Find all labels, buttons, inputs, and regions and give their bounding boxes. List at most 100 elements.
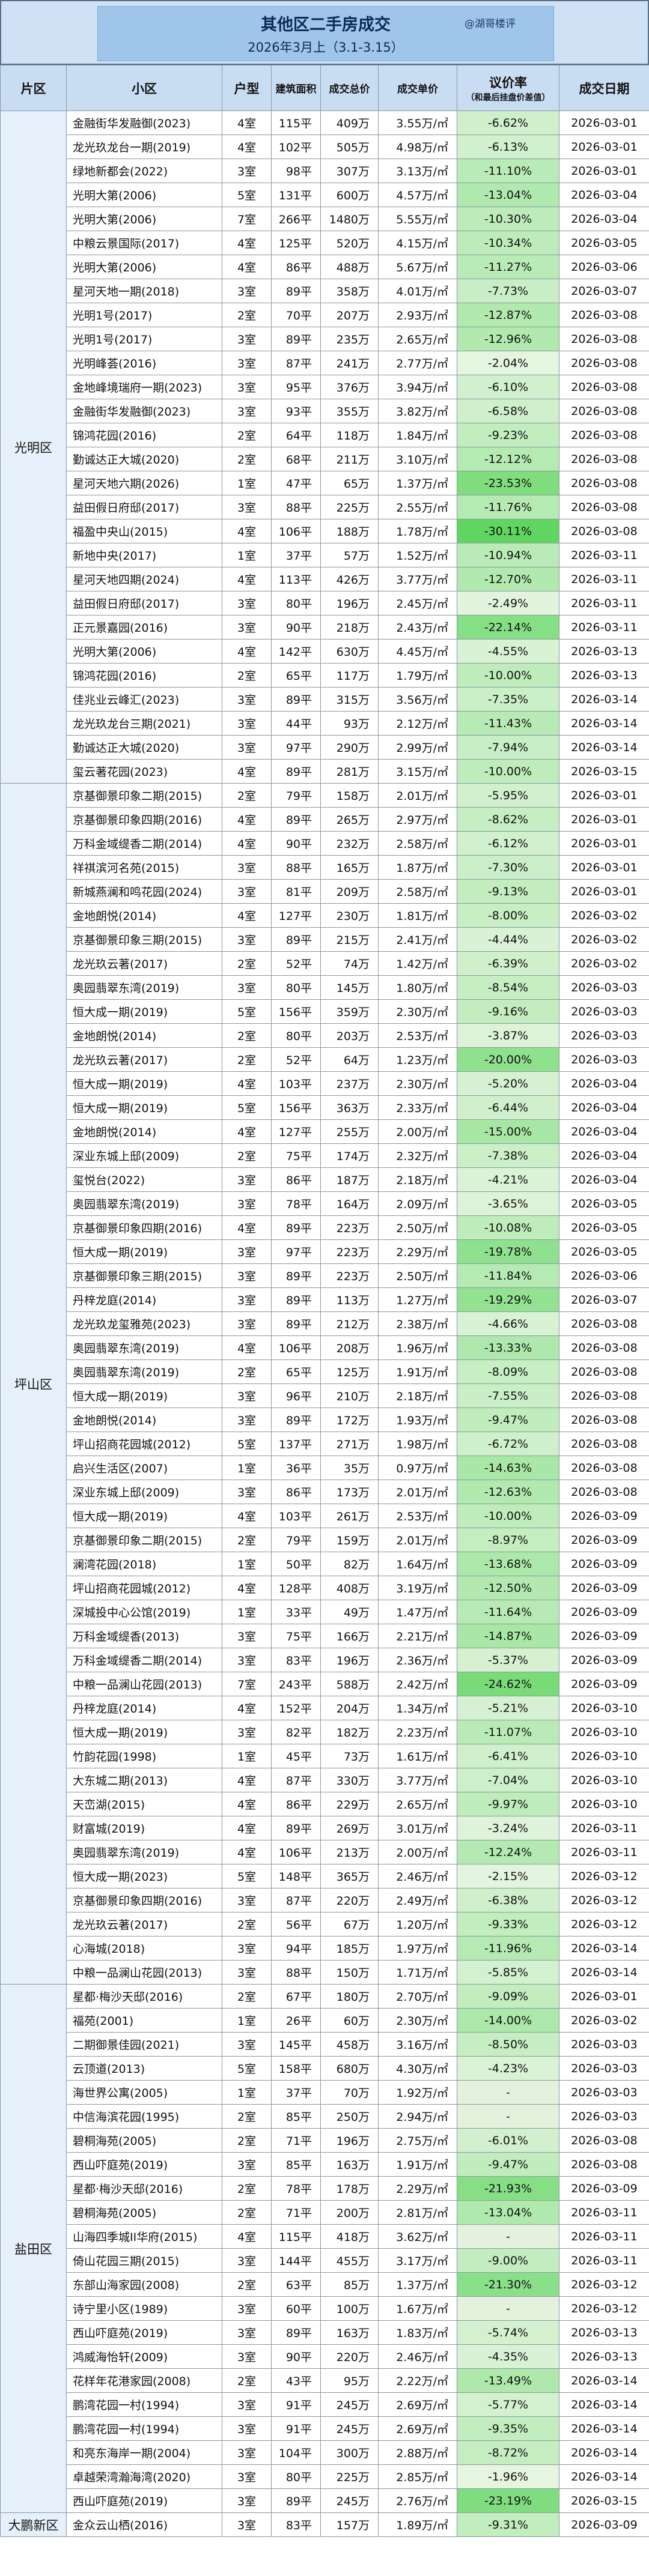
discount-rate: -12.24%: [457, 1840, 559, 1864]
discount-rate: -11.10%: [457, 159, 559, 183]
total-price: 174万: [320, 1143, 379, 1168]
total-price: 269万: [320, 1816, 379, 1840]
layout: 3室: [222, 1936, 272, 1961]
community: 京基御景印象四期(2016): [66, 1888, 222, 1912]
unit-price: 4.57万/㎡: [378, 183, 457, 207]
layout: 3室: [222, 2152, 272, 2177]
table-row: 万科金域缇香(2013) 3室 75平 166万 2.21万/㎡ -14.87% 2026-…: [1, 1624, 649, 1648]
unit-price: 1.91万/㎡: [378, 1359, 457, 1384]
discount-rate: -19.29%: [457, 1287, 559, 1312]
layout: 3室: [222, 687, 272, 712]
unit-price: 2.01万/㎡: [378, 1480, 457, 1504]
layout: 1室: [222, 1552, 272, 1576]
unit-price: 1.84万/㎡: [378, 423, 457, 447]
community: 光明大第(2006): [66, 207, 222, 231]
area: 91平: [271, 2392, 321, 2417]
discount-rate: -10.00%: [457, 759, 559, 784]
discount-rate: -9.13%: [457, 879, 559, 904]
layout: 2室: [222, 2200, 272, 2225]
area: 89平: [271, 1287, 321, 1312]
community: 山海四季城II华府(2015): [66, 2224, 222, 2249]
deal-date: 2026-03-03: [559, 975, 649, 1000]
community: 恒大成一期(2019): [66, 1095, 222, 1120]
table: 片区 小区 户型 建筑面积 成交总价 成交单价 议价率 （和最后挂盘价差值） 成交日期 光明区金…: [0, 65, 649, 2537]
area: 71平: [271, 2128, 321, 2153]
layout: 4室: [222, 1119, 272, 1144]
unit-price: 2.81万/㎡: [378, 2200, 457, 2225]
table-row: 深业东城上邸(2009) 3室 86平 173万 2.01万/㎡ -12.63% 2026-…: [1, 1480, 649, 1504]
unit-price: 2.65万/㎡: [378, 1792, 457, 1816]
area: 44平: [271, 711, 321, 736]
area: 102平: [271, 135, 321, 159]
discount-rate: -10.34%: [457, 231, 559, 255]
layout: 3室: [222, 1888, 272, 1912]
layout: 3室: [222, 2488, 272, 2513]
total-price: 93万: [320, 711, 379, 736]
deal-date: 2026-03-03: [559, 2032, 649, 2057]
total-price: 67万: [320, 1912, 379, 1937]
discount-rate: -9.16%: [457, 999, 559, 1024]
unit-price: 2.30万/㎡: [378, 2008, 457, 2033]
deal-date: 2026-03-12: [559, 1888, 649, 1912]
table-row: 金地峰境瑞府一期(2023) 3室 95平 376万 3.94万/㎡ -6.10% 2026…: [1, 375, 649, 399]
layout: 1室: [222, 1456, 272, 1480]
table-row: 龙光玖云著(2017) 2室 56平 67万 1.20万/㎡ -9.33% 2026-03-…: [1, 1912, 649, 1937]
unit-price: 2.22万/㎡: [378, 2368, 457, 2393]
deal-date: 2026-03-10: [559, 1720, 649, 1744]
community: 玺悦台(2022): [66, 1167, 222, 1192]
discount-rate: -10.30%: [457, 207, 559, 231]
layout: 4室: [222, 807, 272, 832]
table-row: 京基御景印象四期(2016) 3室 87平 220万 2.49万/㎡ -6.38% 2026…: [1, 1888, 649, 1912]
deal-date: 2026-03-04: [559, 1095, 649, 1120]
table-row: 竹韵花园(1998) 1室 45平 73万 1.61万/㎡ -6.41% 2026-03-1…: [1, 1744, 649, 1768]
community: 丹梓龙庭(2014): [66, 1696, 222, 1720]
deal-date: 2026-03-01: [559, 783, 649, 808]
unit-price: 1.97万/㎡: [378, 1936, 457, 1961]
column-header: 成交日期: [559, 65, 649, 111]
discount-rate: -23.53%: [457, 471, 559, 495]
discount-rate: -13.04%: [457, 2200, 559, 2225]
community: 奥园翡翠东湾(2019): [66, 1359, 222, 1384]
discount-rate: -20.00%: [457, 1047, 559, 1072]
community: 深业东城上邸(2009): [66, 1480, 222, 1504]
layout: 3室: [222, 711, 272, 736]
deal-date: 2026-03-09: [559, 1504, 649, 1528]
total-price: 355万: [320, 399, 379, 423]
community: 奥园翡翠东湾(2019): [66, 1191, 222, 1216]
total-price: 218万: [320, 615, 379, 639]
layout: 4室: [222, 567, 272, 591]
community: 卓越荣湾瀚海湾(2020): [66, 2464, 222, 2489]
total-price: 163万: [320, 2320, 379, 2345]
community: 心海城(2018): [66, 1936, 222, 1961]
total-price: 215万: [320, 927, 379, 952]
deal-date: 2026-03-09: [559, 1576, 649, 1600]
total-price: 600万: [320, 183, 379, 207]
deal-date: 2026-03-08: [559, 2152, 649, 2177]
community: 京基御景印象三期(2015): [66, 1263, 222, 1288]
community: 星河天地六期(2026): [66, 471, 222, 495]
deal-date: 2026-03-05: [559, 1215, 649, 1240]
table-row: 大鹏新区 金众云山栖(2016) 3室 83平 157万 1.89万/㎡ -9.31% 202…: [0, 2512, 649, 2537]
deal-date: 2026-03-14: [559, 735, 649, 760]
discount-rate: -2.15%: [457, 1864, 559, 1888]
deal-date: 2026-03-02: [559, 951, 649, 976]
area: 156平: [271, 999, 321, 1024]
community: 龙光玖云著(2017): [66, 951, 222, 976]
layout: 4室: [222, 1768, 272, 1792]
deal-date: 2026-03-12: [559, 2272, 649, 2297]
layout: 1室: [222, 471, 272, 495]
layout: 3室: [222, 2248, 272, 2273]
community: 金地朗悦(2014): [66, 903, 222, 928]
discount-rate: -9.31%: [457, 2512, 559, 2537]
table-row: 京基御景印象四期(2016) 4室 89平 265万 2.97万/㎡ -8.62% 2026…: [1, 807, 649, 832]
total-price: 255万: [320, 1119, 379, 1144]
unit-price: 1.87万/㎡: [378, 855, 457, 880]
deal-date: 2026-03-14: [559, 1960, 649, 1985]
discount-rate: -5.85%: [457, 1960, 559, 1985]
table-row: 恒大成一期(2019) 3室 96平 210万 2.18万/㎡ -7.55% 2026-03…: [1, 1383, 649, 1408]
table-row: 光明区 金融街华发融御(2023) 4室 115平 409万 3.55万/㎡ -6.62% 2…: [0, 110, 649, 784]
discount-rate: -1.96%: [457, 2464, 559, 2489]
layout: 2室: [222, 1047, 272, 1072]
area: 142平: [271, 639, 321, 664]
community: 龙光玖龙玺雅苑(2023): [66, 1311, 222, 1336]
